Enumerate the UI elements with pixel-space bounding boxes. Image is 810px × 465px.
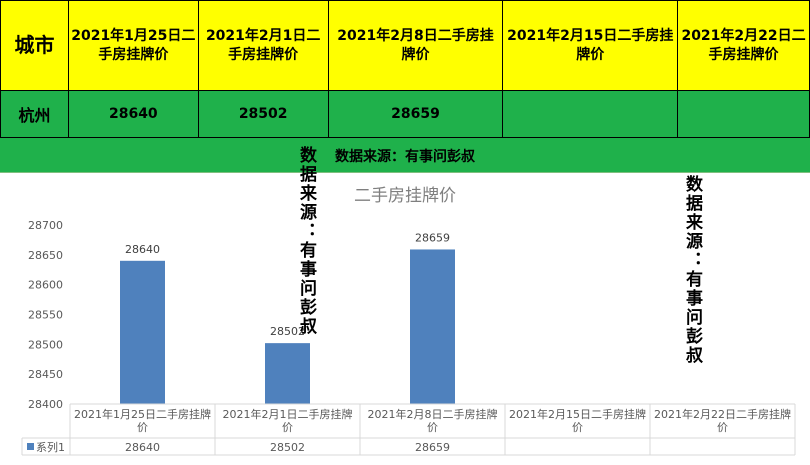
x-category-label: 2021年2月22日二手房挂牌价	[654, 407, 791, 434]
legend-key	[27, 443, 34, 450]
y-tick-label: 28400	[28, 398, 63, 411]
x-category-label: 2021年1月25日二手房挂牌价	[74, 407, 211, 434]
header-cell-date-3[interactable]: 2021年2月8日二手房挂牌价	[327, 0, 504, 91]
row-cell-price-5[interactable]	[677, 90, 810, 138]
bar-3	[410, 249, 455, 404]
chart-area[interactable]: 二手房挂牌价 28400 28450 28500 28550 28600 28650 2870…	[0, 173, 810, 461]
y-tick-label: 28700	[28, 219, 63, 232]
row-cell-price-2[interactable]: 28502	[197, 90, 329, 138]
x-category-label: 2021年2月15日二手房挂牌价	[509, 407, 646, 434]
chart-title: 二手房挂牌价	[354, 186, 456, 206]
y-tick-label: 28450	[28, 368, 63, 381]
data-table-value: 28502	[270, 441, 305, 454]
header-cell-date-5[interactable]: 2021年2月22日二手房挂牌价	[677, 0, 810, 91]
data-row: 杭州 28640 28502 28659	[0, 90, 810, 138]
bar-chart: 二手房挂牌价 28400 28450 28500 28550 28600 28650 2870…	[21, 186, 796, 456]
bar-data-label: 28659	[415, 231, 450, 244]
x-category-label: 2021年2月1日二手房挂牌价	[223, 407, 353, 434]
source-label: 数据来源：有事问彭叔	[335, 149, 475, 165]
bar-2	[265, 343, 310, 404]
source-banner: 数据来源：有事问彭叔	[0, 138, 810, 173]
header-cell-date-1[interactable]: 2021年1月25日二手房挂牌价	[67, 0, 199, 91]
row-cell-price-1[interactable]: 28640	[67, 90, 199, 138]
row-cell-city[interactable]: 杭州	[0, 90, 69, 138]
watermark-right: 数据来源：有事问彭叔	[682, 175, 702, 365]
header-cell-date-2[interactable]: 2021年2月1日二手房挂牌价	[197, 0, 329, 91]
row-cell-price-3[interactable]: 28659	[327, 90, 504, 138]
x-category-label: 2021年2月8日二手房挂牌价	[368, 407, 498, 434]
watermark-center: 数据来源：有事问彭叔	[296, 146, 316, 336]
legend-series-name: 系列1	[36, 440, 65, 454]
row-cell-price-4[interactable]	[502, 90, 679, 138]
header-cell-city[interactable]: 城市	[0, 0, 69, 91]
y-tick-label: 28650	[28, 249, 63, 262]
data-sheet: 城市 2021年1月25日二手房挂牌价 2021年2月1日二手房挂牌价 2021…	[0, 0, 810, 138]
bar-1	[120, 260, 165, 404]
y-tick-label: 28550	[28, 309, 63, 322]
y-tick-label: 28500	[28, 338, 63, 351]
data-table-value: 28640	[125, 441, 160, 454]
bar-data-label: 28502	[270, 325, 305, 338]
data-table-value: 28659	[415, 441, 450, 454]
bar-data-label: 28640	[125, 243, 160, 256]
header-row: 城市 2021年1月25日二手房挂牌价 2021年2月1日二手房挂牌价 2021…	[0, 0, 810, 91]
y-tick-label: 28600	[28, 279, 63, 292]
header-cell-date-4[interactable]: 2021年2月15日二手房挂牌价	[502, 0, 679, 91]
